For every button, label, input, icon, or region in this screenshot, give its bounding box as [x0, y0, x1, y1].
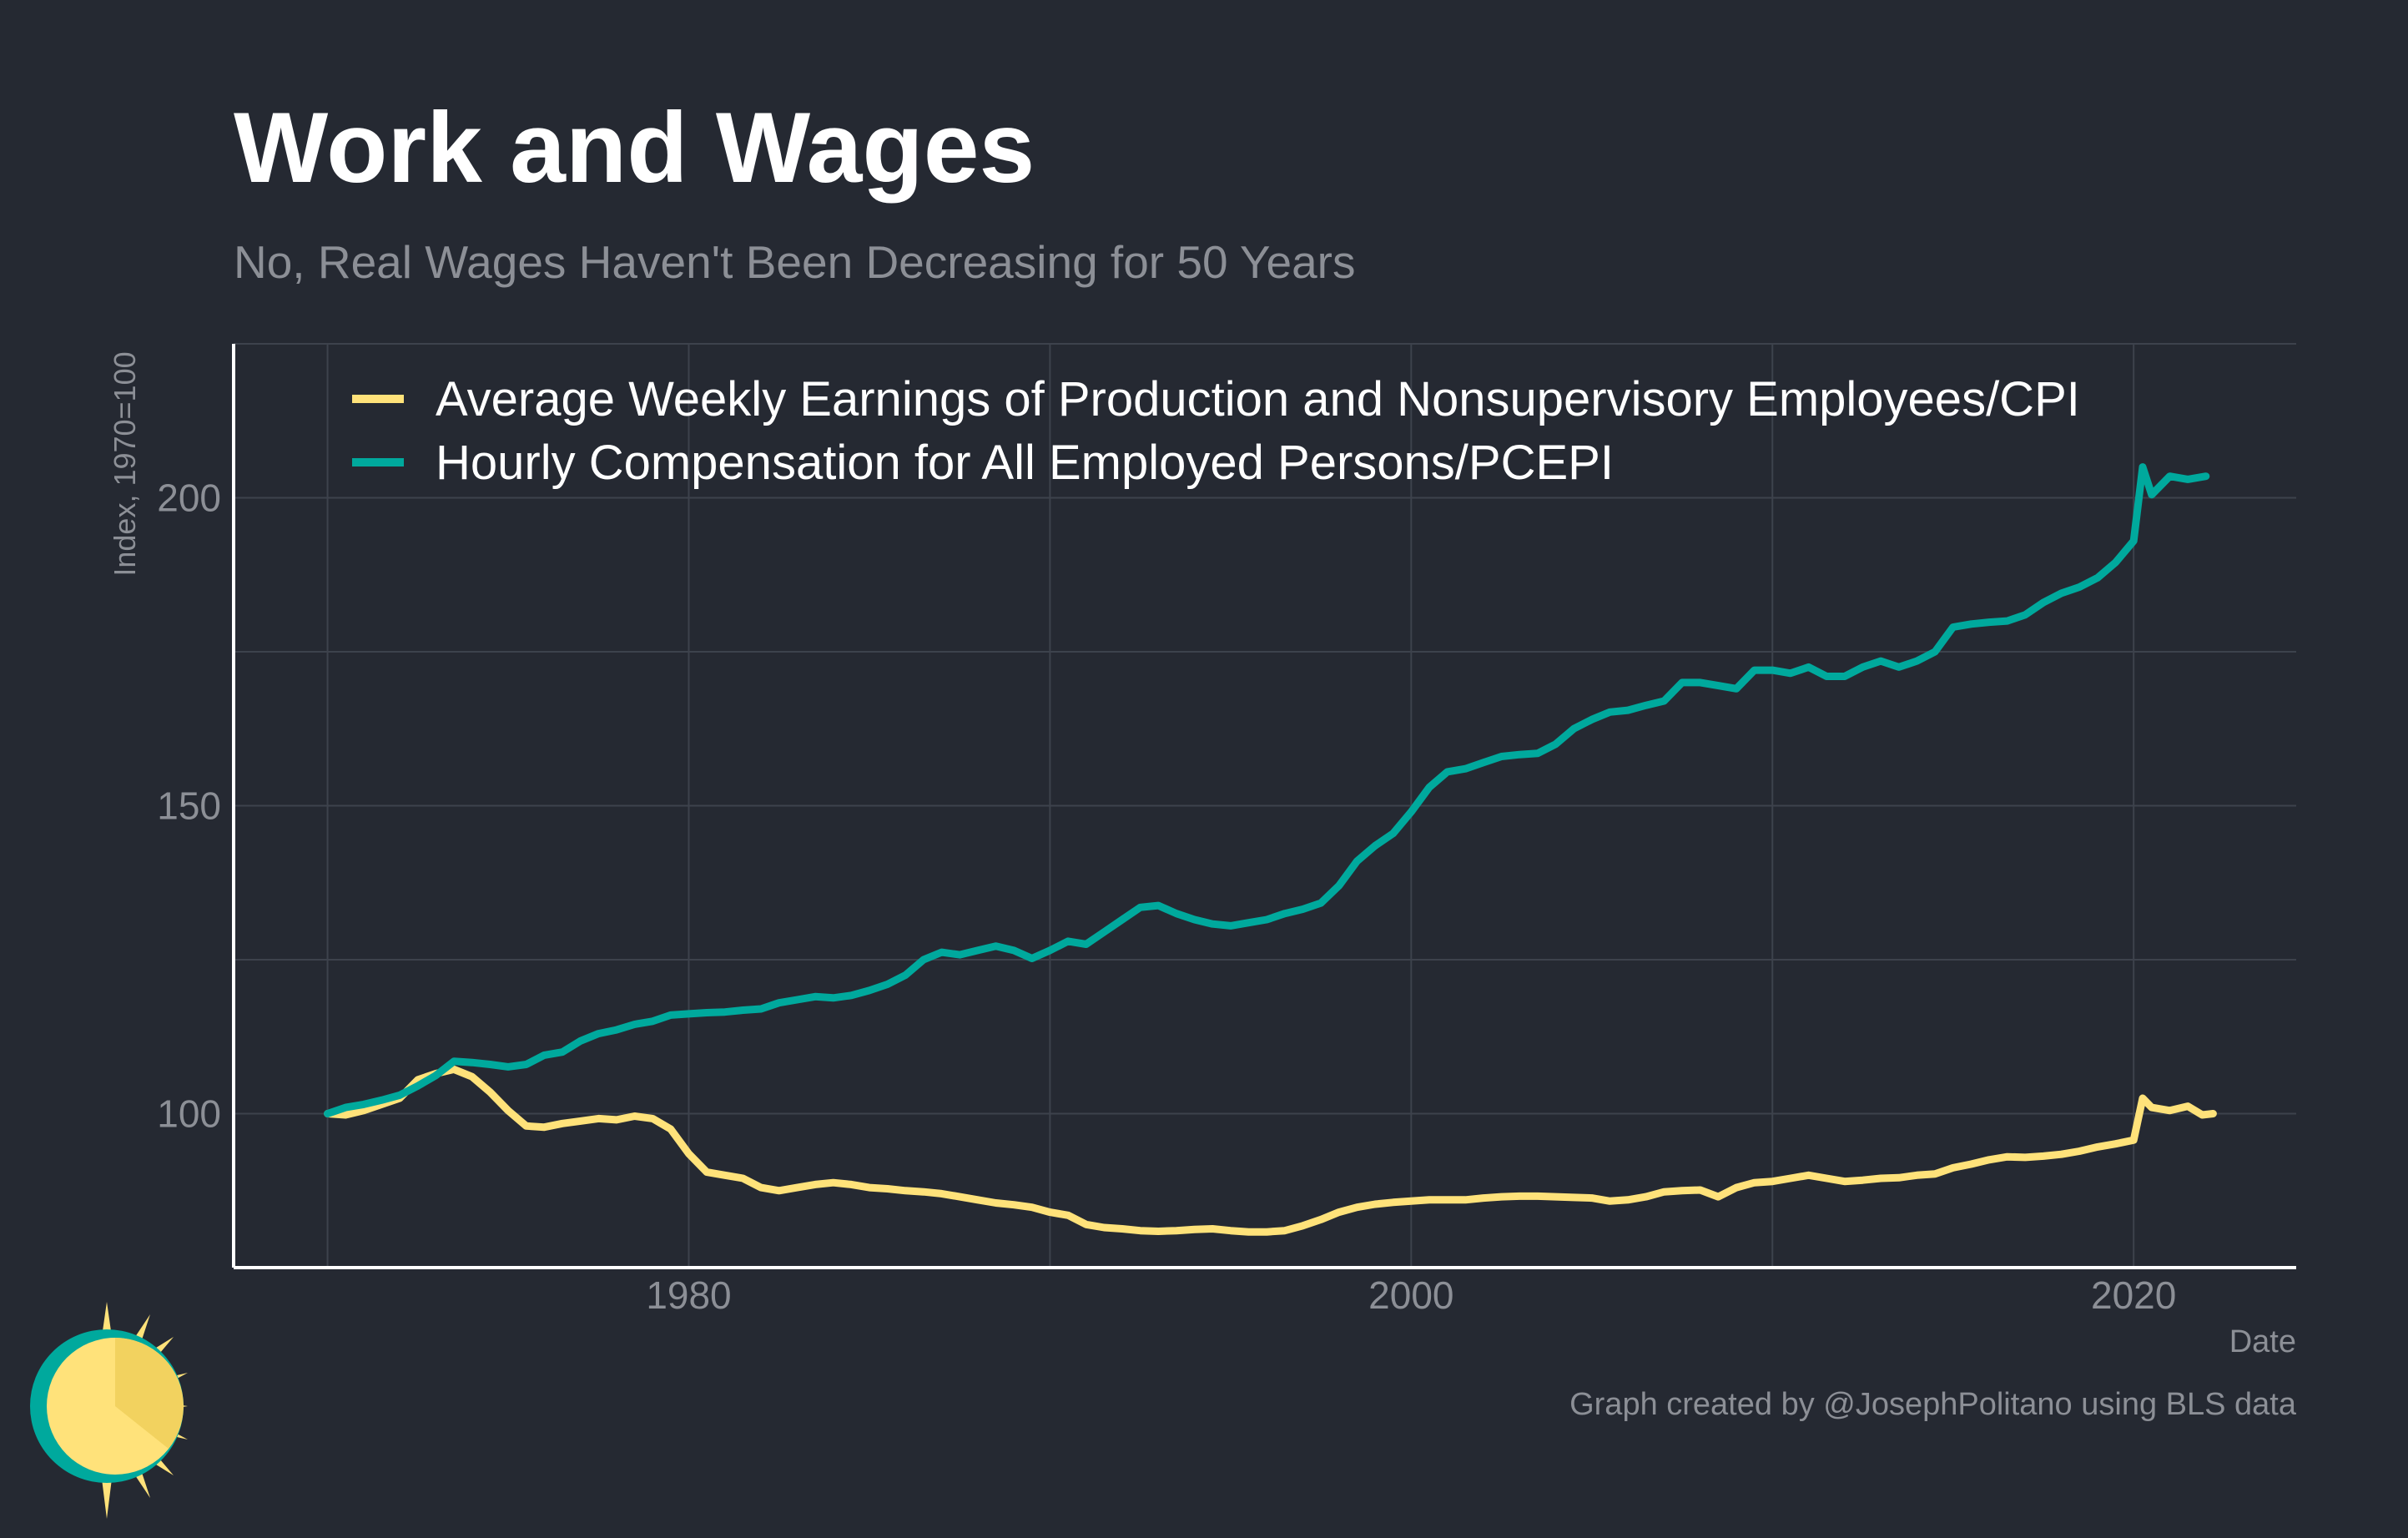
chart-subtitle: No, Real Wages Haven't Been Decreasing f…	[234, 236, 1356, 288]
chart-caption: Graph created by @JosephPolitano using B…	[1569, 1387, 2296, 1422]
axes	[232, 344, 2296, 1269]
x-axis-title: Date	[2229, 1324, 2296, 1359]
x-tick-label: 1980	[646, 1273, 731, 1317]
y-axis-title: Index, 1970=100	[108, 351, 142, 576]
legend: Average Weekly Earnings of Production an…	[352, 372, 2080, 490]
gridlines	[234, 343, 2296, 1268]
sun-logo-icon	[30, 1302, 188, 1519]
series-line-hourly-compensation	[324, 463, 2210, 1117]
x-tick-label: 2000	[1368, 1273, 1453, 1317]
series-lines	[324, 463, 2217, 1236]
tick-labels: 1980 2000 2020 100 150 200	[157, 477, 2176, 1318]
y-tick-label: 150	[157, 784, 221, 828]
series-line-weekly-earnings	[324, 1065, 2217, 1236]
y-tick-label: 200	[157, 477, 221, 520]
x-tick-label: 2020	[2091, 1273, 2176, 1317]
sun-shade-icon	[115, 1338, 184, 1449]
legend-label: Average Weekly Earnings of Production an…	[436, 372, 2080, 426]
legend-label: Hourly Compensation for All Employed Per…	[436, 436, 1614, 490]
chart-title: Work and Wages	[234, 92, 1035, 204]
y-tick-label: 100	[157, 1092, 221, 1136]
